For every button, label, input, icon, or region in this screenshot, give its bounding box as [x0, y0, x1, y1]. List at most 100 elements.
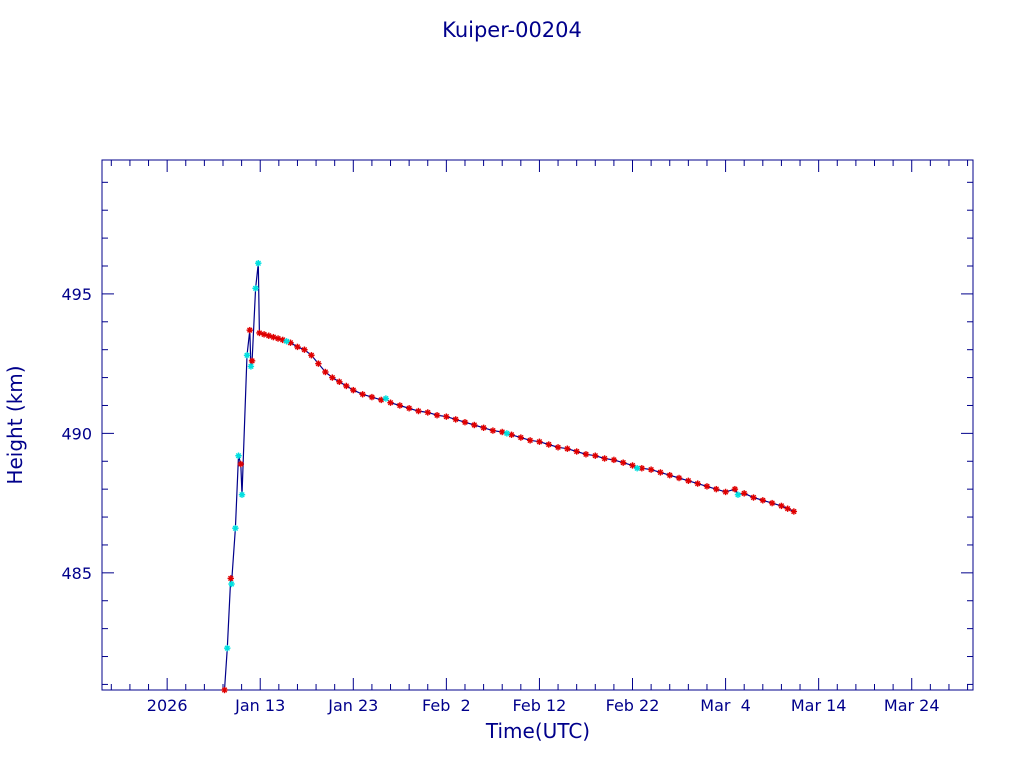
- data-point: [503, 430, 511, 437]
- data-point: [694, 480, 701, 487]
- data-point: [405, 405, 413, 412]
- data-point: [573, 448, 580, 455]
- data-point: [221, 686, 228, 694]
- height-line: [223, 263, 795, 691]
- x-tick-label: Mar 4: [700, 696, 751, 715]
- data-point: [322, 368, 329, 376]
- data-point: [471, 421, 478, 429]
- data-point: [237, 460, 245, 468]
- data-point: [768, 499, 776, 507]
- data-point: [675, 474, 683, 482]
- data-point: [260, 331, 268, 338]
- x-tick-label: Feb 22: [606, 696, 660, 715]
- data-point: [480, 424, 487, 431]
- data-point: [452, 416, 459, 423]
- data-point: [545, 441, 552, 448]
- data-point: [396, 402, 404, 409]
- data-point: [592, 452, 599, 459]
- x-tick-label: 2026: [147, 696, 188, 715]
- data-point: [443, 413, 450, 420]
- data-point: [378, 396, 385, 404]
- data-point: [508, 431, 515, 438]
- data-point: [489, 427, 497, 434]
- data-point: [731, 485, 739, 493]
- data-point: [329, 374, 336, 381]
- axis-ticks: [102, 160, 973, 690]
- data-point: [256, 329, 263, 337]
- data-point: [301, 346, 308, 353]
- data-point: [703, 483, 711, 490]
- data-point: [228, 580, 235, 588]
- y-tick-label: 495: [61, 285, 92, 304]
- x-tick-label: Feb 12: [513, 696, 567, 715]
- data-point: [778, 502, 785, 510]
- x-axis-title: Time(UTC): [485, 719, 590, 743]
- data-point: [790, 508, 798, 515]
- data-point: [657, 469, 664, 476]
- data-point: [647, 466, 655, 473]
- data-point: [517, 434, 525, 441]
- x-tick-label: Mar 24: [884, 696, 940, 715]
- data-point: [601, 455, 608, 462]
- data-point: [685, 477, 692, 484]
- x-tick-label: Jan 13: [234, 696, 285, 715]
- data-point: [750, 494, 757, 501]
- data-point: [784, 505, 791, 512]
- data-point: [243, 352, 251, 359]
- data-point: [564, 445, 571, 452]
- series-line: [223, 263, 795, 691]
- data-point: [232, 525, 239, 532]
- data-point: [274, 335, 282, 342]
- data-point: [308, 352, 315, 359]
- data-point: [554, 444, 562, 451]
- data-point: [424, 409, 431, 416]
- data-point: [235, 452, 242, 459]
- data-markers: [221, 260, 798, 694]
- data-point: [740, 490, 748, 497]
- data-point: [238, 491, 246, 498]
- data-point: [633, 465, 641, 472]
- data-point: [499, 428, 506, 436]
- data-point: [227, 575, 234, 582]
- data-point: [387, 399, 394, 406]
- data-point: [248, 357, 256, 365]
- data-point: [461, 419, 469, 426]
- data-point: [582, 451, 590, 458]
- data-point: [368, 393, 376, 401]
- x-tick-label: Feb 2: [422, 696, 471, 715]
- data-point: [610, 456, 618, 464]
- data-point: [526, 437, 534, 444]
- data-point: [350, 386, 357, 394]
- y-tick-labels: 485 490 495: [61, 285, 92, 583]
- data-point: [713, 485, 720, 493]
- y-tick-label: 485: [61, 564, 92, 583]
- data-point: [620, 459, 627, 466]
- data-point: [536, 438, 543, 445]
- plot-frame: [101, 159, 974, 691]
- x-tick-label: Mar 14: [791, 696, 847, 715]
- y-axis-title: Height (km): [3, 365, 27, 484]
- data-point: [246, 326, 253, 334]
- data-point: [666, 472, 673, 479]
- data-point: [415, 407, 422, 415]
- data-point: [294, 343, 301, 351]
- x-tick-label: Jan 23: [327, 696, 378, 715]
- data-point: [343, 382, 350, 390]
- data-point: [433, 412, 441, 419]
- data-point: [629, 462, 636, 469]
- data-point: [336, 378, 343, 385]
- data-point: [255, 260, 262, 267]
- data-point: [252, 285, 259, 292]
- chart-title: Kuiper-00204: [442, 18, 582, 42]
- data-point: [283, 338, 290, 345]
- data-point: [270, 333, 277, 341]
- data-point: [265, 332, 272, 339]
- y-tick-label: 490: [61, 424, 92, 443]
- data-point: [224, 644, 231, 652]
- x-tick-labels: 2026 Jan 13 Jan 23 Feb 2 Feb 12 Feb 22 Mar 4 Ma…: [147, 696, 940, 715]
- data-point: [734, 491, 742, 498]
- data-point: [247, 363, 255, 370]
- data-point: [359, 391, 366, 398]
- data-point: [722, 488, 729, 496]
